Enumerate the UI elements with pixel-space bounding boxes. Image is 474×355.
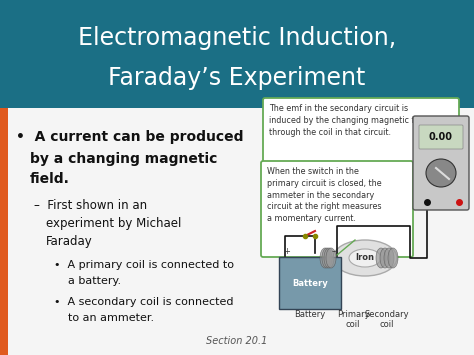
Text: Battery: Battery: [292, 279, 328, 288]
Text: experiment by Michael: experiment by Michael: [46, 217, 182, 230]
FancyBboxPatch shape: [419, 125, 463, 149]
Ellipse shape: [384, 248, 394, 268]
Ellipse shape: [326, 248, 336, 268]
Text: –: –: [332, 247, 336, 256]
Text: to an ammeter.: to an ammeter.: [68, 313, 154, 323]
Ellipse shape: [426, 159, 456, 187]
Text: Faraday: Faraday: [46, 235, 93, 248]
Ellipse shape: [376, 248, 386, 268]
FancyBboxPatch shape: [263, 98, 459, 164]
Text: coil: coil: [346, 320, 360, 329]
Ellipse shape: [380, 248, 390, 268]
Text: Iron: Iron: [356, 253, 374, 262]
Text: +: +: [283, 247, 290, 256]
Text: Faraday’s Experiment: Faraday’s Experiment: [109, 66, 365, 90]
Text: Battery: Battery: [294, 310, 326, 319]
Ellipse shape: [349, 249, 381, 267]
Text: field.: field.: [30, 172, 70, 186]
Ellipse shape: [320, 248, 330, 268]
Text: •  A secondary coil is connected: • A secondary coil is connected: [54, 297, 234, 307]
Text: •  A primary coil is connected to: • A primary coil is connected to: [54, 260, 234, 270]
Text: The emf in the secondary circuit is
induced by the changing magnetic field
throu: The emf in the secondary circuit is indu…: [269, 104, 429, 137]
Ellipse shape: [333, 240, 397, 276]
Ellipse shape: [324, 248, 334, 268]
Text: a battery.: a battery.: [68, 276, 121, 286]
FancyBboxPatch shape: [261, 161, 413, 257]
FancyBboxPatch shape: [279, 257, 341, 309]
Polygon shape: [0, 108, 8, 355]
Text: Electromagnetic Induction,: Electromagnetic Induction,: [78, 26, 396, 50]
Ellipse shape: [388, 248, 398, 268]
FancyBboxPatch shape: [413, 116, 469, 210]
Text: by a changing magnetic: by a changing magnetic: [30, 152, 218, 166]
Text: When the switch in the
primary circuit is closed, the
ammeter in the secondary
c: When the switch in the primary circuit i…: [267, 167, 382, 223]
Text: –  First shown in an: – First shown in an: [34, 199, 147, 212]
Text: 0.00: 0.00: [429, 132, 453, 142]
Ellipse shape: [322, 248, 332, 268]
Text: Section 20.1: Section 20.1: [206, 336, 268, 346]
Text: Secondary: Secondary: [365, 310, 410, 319]
Text: coil: coil: [380, 320, 394, 329]
Polygon shape: [0, 0, 474, 108]
Text: •  A current can be produced: • A current can be produced: [16, 130, 244, 144]
Text: Primary: Primary: [337, 310, 369, 319]
